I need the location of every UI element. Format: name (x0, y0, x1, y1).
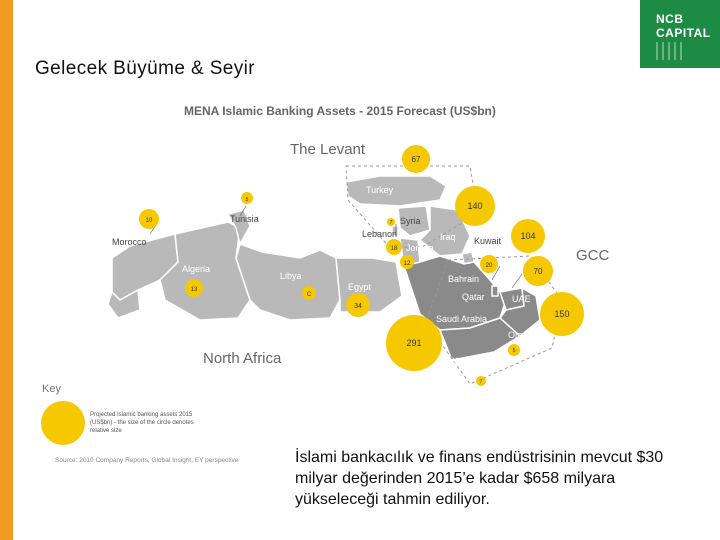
bubble-morocco: 13 (185, 279, 203, 297)
key-line-3: relative size (90, 428, 122, 434)
label-turkey: Turkey (366, 185, 394, 195)
syria-shape (397, 205, 431, 237)
label-kuwait: Kuwait (474, 236, 502, 246)
label-libya: Libya (280, 271, 302, 281)
bubble-egypt: 34 (346, 293, 370, 317)
bubble-value-saudi-arabia: 291 (406, 338, 421, 348)
bubble-value-tunisia: 5 (246, 197, 249, 203)
slide-caption: İslami bankacılık ve finans endüstrisini… (295, 449, 664, 508)
bubble-value-iraq: 140 (467, 201, 482, 211)
label-qatar: Qatar (462, 292, 485, 302)
label-lebanon: Lebanon (362, 229, 397, 239)
bubble-value-egypt: 34 (354, 303, 362, 310)
turkey-shape (345, 175, 447, 207)
key-bubble (41, 401, 85, 445)
region-label-north-africa: North Africa (203, 350, 282, 367)
libya-shape (235, 243, 341, 321)
bubble-value-oman: 5 (513, 348, 516, 354)
bubble-algeria: 10 (139, 209, 159, 229)
land-shapes (107, 175, 475, 321)
slide-title: Gelecek Büyüme & Seyir (35, 58, 255, 79)
label-jordan: Jordan (406, 243, 434, 253)
bubble-value-syria: 7 (390, 220, 393, 226)
tunisia-shape (226, 209, 251, 247)
bubble-saudi-arabia: 291 (386, 315, 442, 371)
bubble-value-jordan: 12 (404, 261, 411, 267)
label-uae: UAE (512, 294, 531, 304)
bubble-value-algeria: 10 (146, 218, 153, 224)
bubble-value-uae: 150 (554, 309, 569, 319)
bubble-lebanon: 18 (386, 239, 402, 255)
ncb-capital-logo: NCB CAPITAL (640, 0, 720, 68)
bubble-value-yemen: 7 (480, 379, 483, 385)
label-saudi-arabia: Saudi Arabia (436, 314, 487, 324)
label-egypt: Egypt (348, 282, 372, 292)
label-yemen: Yemen (452, 356, 480, 366)
bubble-value-turkey: 67 (412, 155, 421, 164)
bubble-syria: 7 (387, 218, 395, 226)
map-source: Source: 2010 Company Reports, Global Ins… (55, 457, 239, 464)
bubble-bahrain: 20 (480, 255, 498, 273)
label-syria: Syria (400, 216, 421, 226)
bubble-value-bahrain: 20 (486, 263, 493, 269)
levant-boundary (345, 165, 479, 249)
bubble-value-kuwait: 104 (520, 231, 535, 241)
map-title: MENA Islamic Banking Assets - 2015 Forec… (184, 104, 496, 118)
key-title: Key (42, 383, 61, 395)
bubble-yemen: 7 (476, 376, 486, 386)
left-accent-bar (0, 0, 13, 540)
label-bahrain: Bahrain (448, 274, 479, 284)
logo-line-2: CAPITAL (656, 26, 711, 40)
key-line-1: Projected Islamic banking assets 2015 (90, 412, 193, 418)
bubble-uae: 150 (540, 292, 584, 336)
bubble-jordan: 12 (400, 255, 414, 269)
bubble-tunisia: 5 (241, 192, 253, 204)
sahara-shape (107, 288, 141, 319)
logo-line-1: NCB (656, 12, 684, 26)
key-line-2: (US$bn) - the size of the circle denotes (90, 420, 194, 426)
bubble-qatar: 70 (523, 256, 553, 286)
region-label-gcc: GCC (576, 247, 610, 264)
bubble-oman: 5 (508, 344, 520, 356)
yemen-shape (438, 317, 522, 361)
logo-pattern (656, 42, 686, 60)
bubble-value-qatar: 70 (534, 267, 543, 276)
bubble-value-libya: C (307, 292, 312, 298)
label-iraq: Iraq (440, 232, 456, 242)
bubble-turkey: 67 (402, 145, 430, 173)
label-tunisia: Tunisia (230, 214, 259, 224)
bubble-kuwait: 104 (511, 219, 545, 253)
qatar-shape (491, 285, 499, 297)
bubble-iraq: 140 (455, 186, 495, 226)
region-label-levant: The Levant (290, 141, 366, 158)
bubble-value-morocco: 13 (191, 287, 198, 293)
label-algeria: Algeria (182, 264, 210, 274)
label-oman: Oman (508, 330, 533, 340)
bubble-libya: C (302, 286, 316, 300)
value-bubbles: 67 7 18 12 140 104 20 70 150 291 5 7 34 … (139, 145, 584, 386)
bubble-value-lebanon: 18 (391, 246, 398, 252)
label-morocco: Morocco (112, 237, 147, 247)
